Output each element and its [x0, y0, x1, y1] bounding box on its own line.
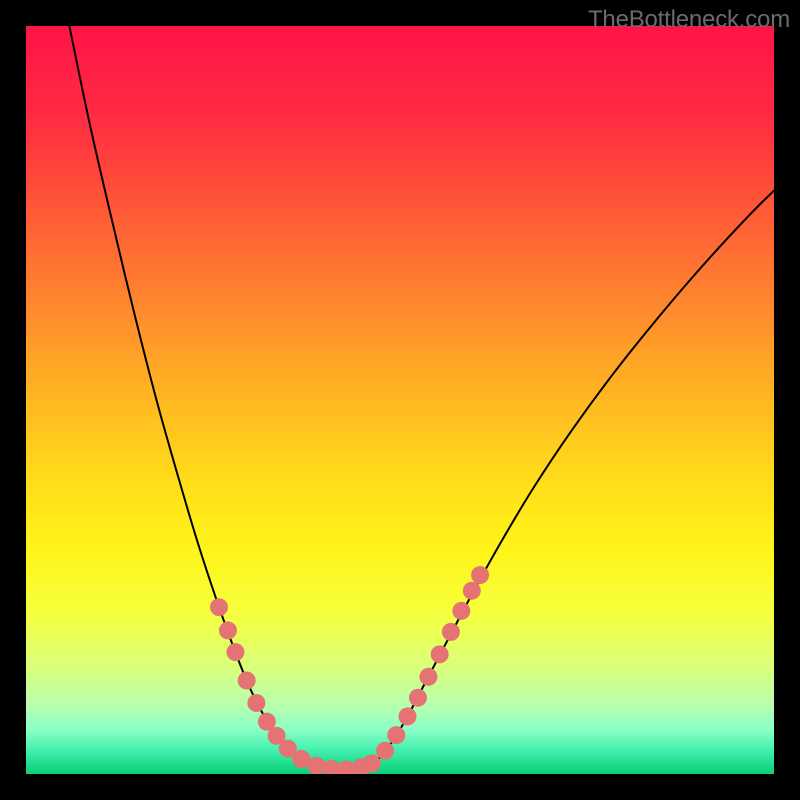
data-marker	[409, 689, 427, 707]
data-marker	[238, 672, 256, 690]
data-marker	[376, 742, 394, 760]
data-marker	[452, 602, 470, 620]
data-marker	[463, 582, 481, 600]
data-marker	[307, 757, 325, 775]
chart-svg	[0, 0, 800, 800]
data-marker	[419, 668, 437, 686]
plot-background	[26, 26, 774, 774]
data-marker	[431, 645, 449, 663]
data-marker	[471, 566, 489, 584]
data-marker	[387, 726, 405, 744]
data-marker	[226, 643, 244, 661]
data-marker	[442, 623, 460, 641]
bottleneck-chart: TheBottleneck.com	[0, 0, 800, 800]
watermark-text: TheBottleneck.com	[588, 6, 790, 34]
data-marker	[247, 694, 265, 712]
data-marker	[398, 707, 416, 725]
data-marker	[210, 598, 228, 616]
data-marker	[219, 621, 237, 639]
data-marker	[363, 755, 381, 773]
